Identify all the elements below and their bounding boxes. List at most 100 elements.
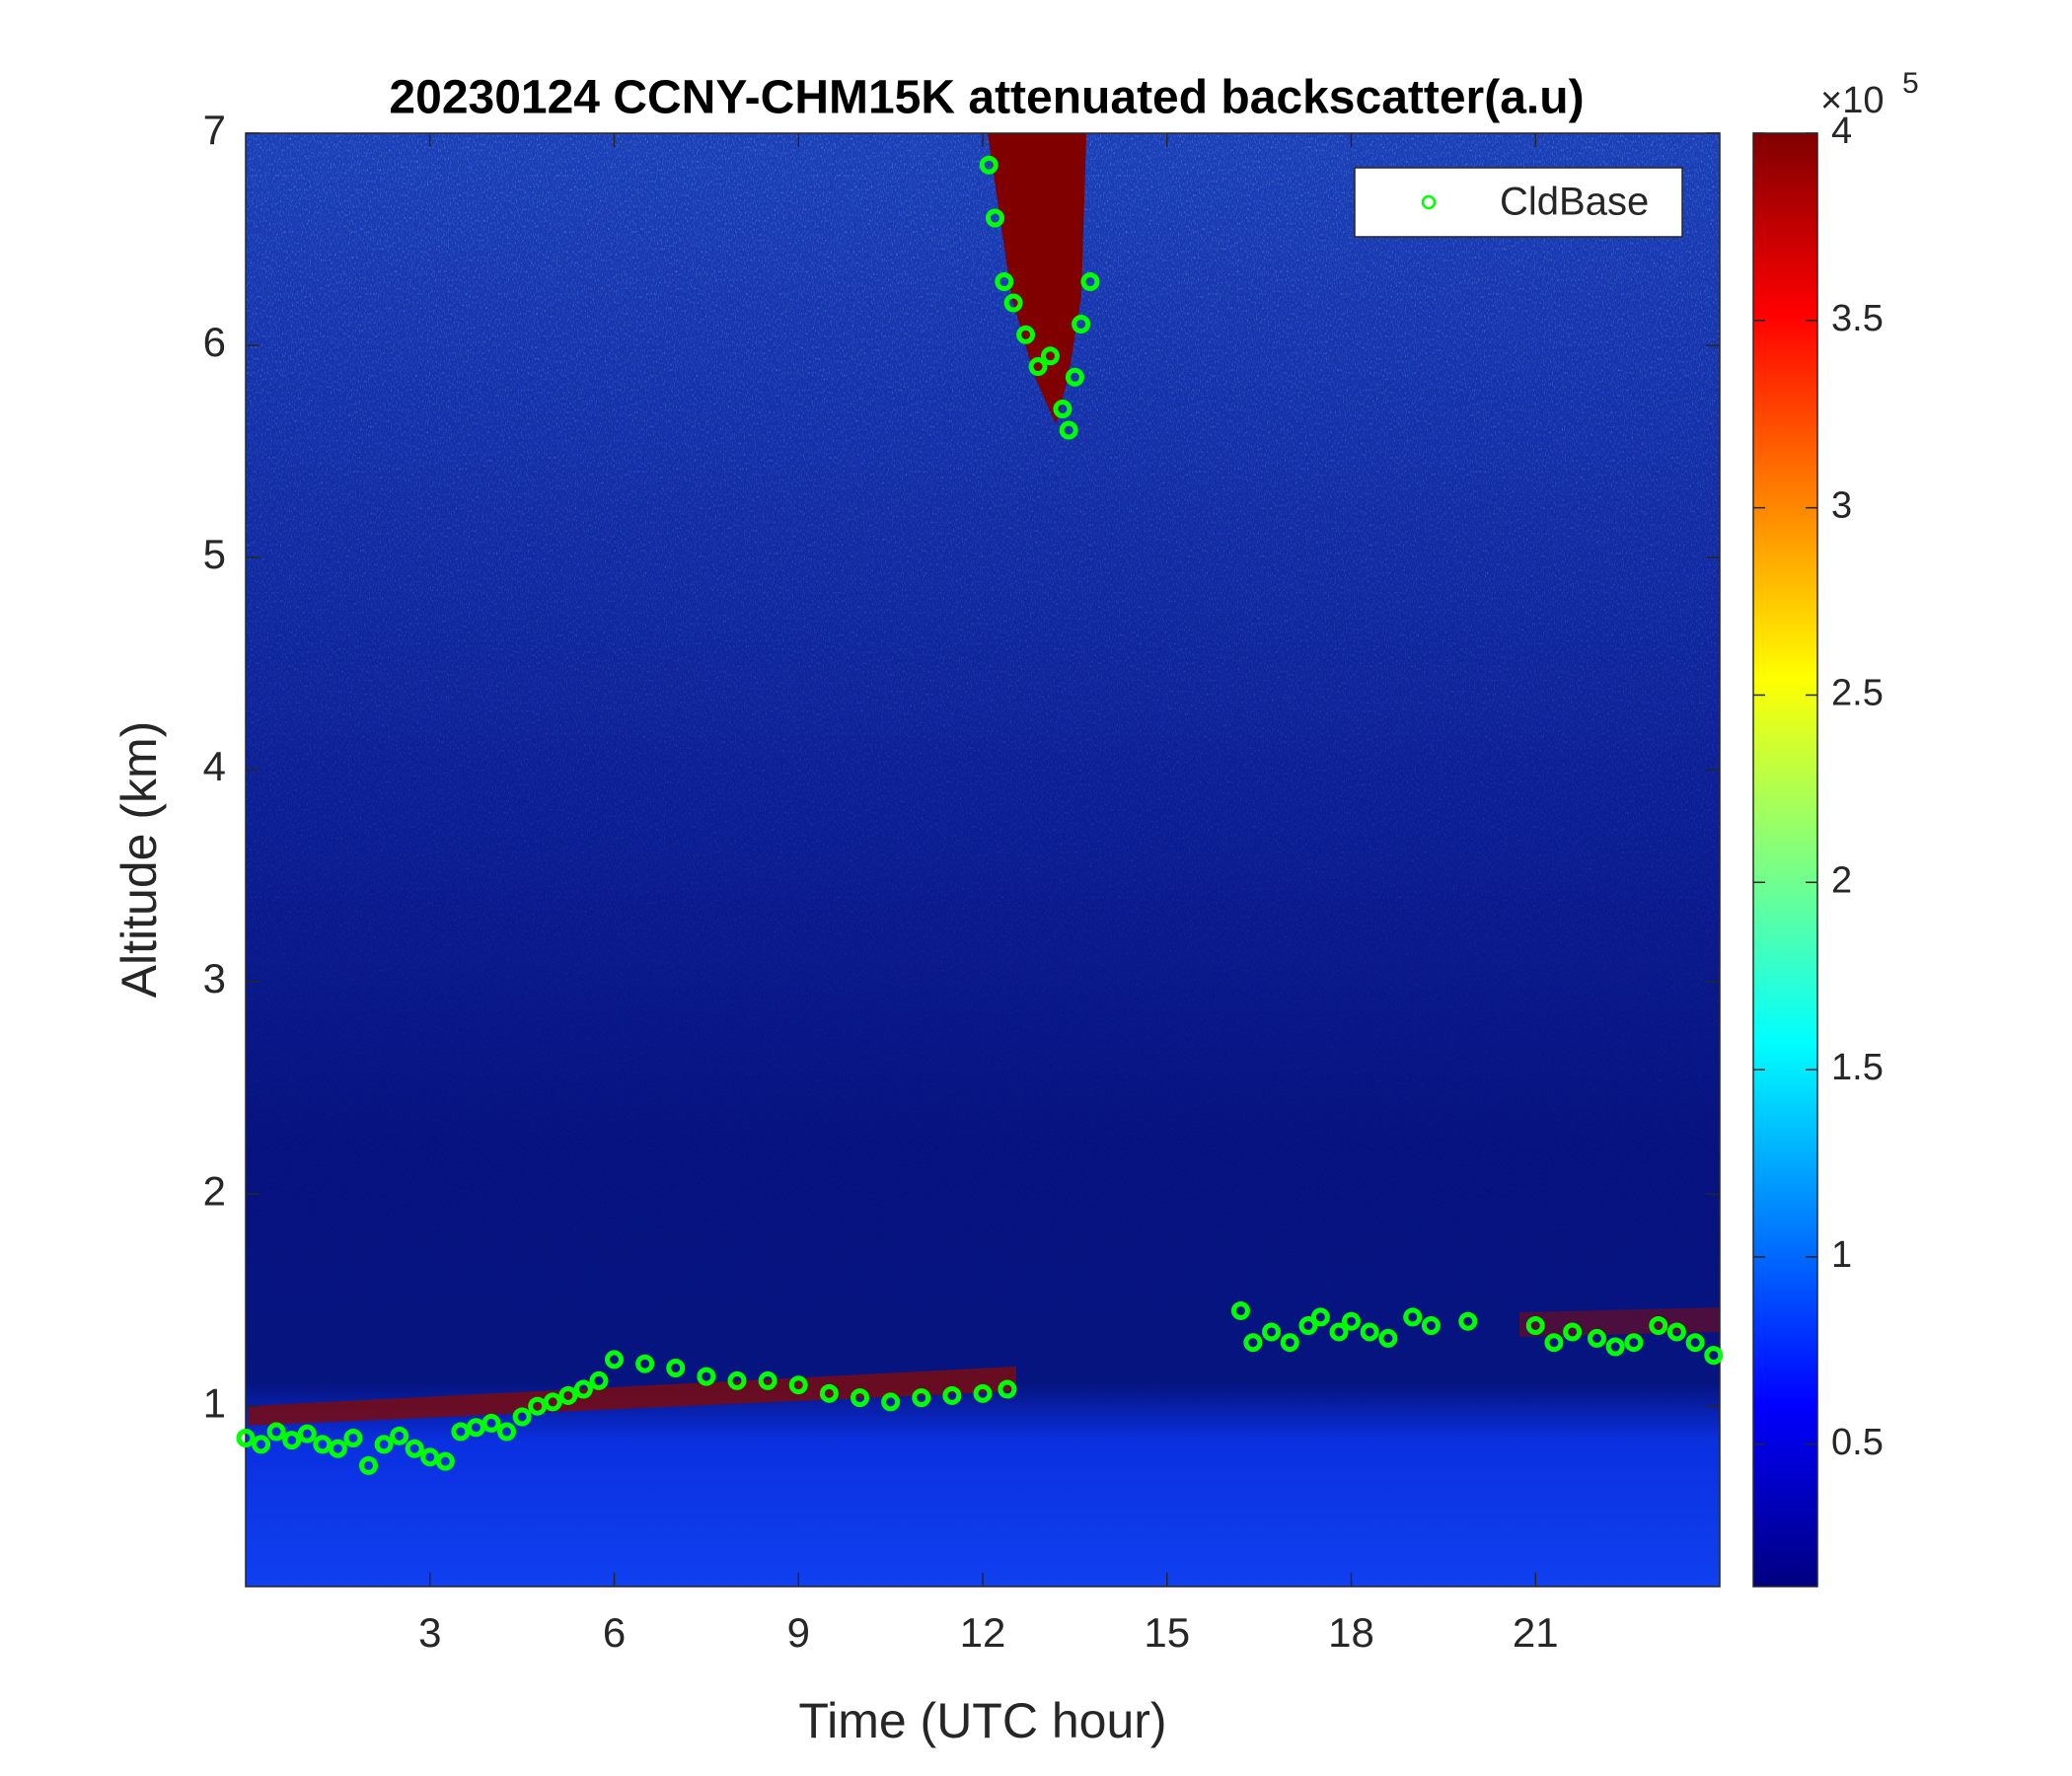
cloud-base-point (313, 1435, 333, 1454)
cloud-base-point (1072, 315, 1091, 334)
low-cloud (1519, 1307, 1720, 1337)
cloud-base-point (1059, 420, 1078, 440)
cloud-base-point (1605, 1337, 1625, 1357)
y-tick-label: 2 (203, 1167, 226, 1214)
plot-area (246, 133, 1720, 1587)
legend-label: CldBase (1500, 181, 1649, 224)
cloud-base-point (343, 1428, 363, 1447)
cloud-base-point (1298, 1316, 1318, 1336)
x-tick-label: 9 (787, 1609, 810, 1656)
cloud-base-point (942, 1385, 962, 1405)
cloud-base-point (435, 1451, 455, 1471)
y-tick-label: 1 (203, 1379, 226, 1426)
cloud-base-point (985, 208, 1004, 228)
cloud-base-point (1360, 1322, 1379, 1342)
cloud-base-point (1342, 1311, 1361, 1331)
x-axis-label: Time (UTC hour) (798, 1693, 1166, 1748)
cloud-base-point (1040, 346, 1060, 366)
legend-box (1354, 167, 1683, 238)
cloud-base-point (1649, 1316, 1668, 1336)
colorbar-exponent: 5 (1902, 67, 1919, 100)
cloud-base-point (1588, 1328, 1606, 1348)
cloud-base-point (236, 1428, 256, 1447)
low-cloud (249, 1367, 1016, 1426)
cloud-base-point (1378, 1328, 1398, 1348)
cloud-base-point (819, 1383, 839, 1403)
cloud-base-point (390, 1426, 409, 1445)
cloud-base-point (282, 1431, 302, 1450)
colorbar-tick-label: 2.5 (1831, 672, 1884, 713)
high-cloud (988, 133, 1086, 424)
cloud-base-point (1329, 1322, 1349, 1342)
colorbar-tick-label: 3.5 (1831, 298, 1884, 339)
cloud-base-point (359, 1455, 378, 1475)
y-tick-label: 5 (203, 531, 226, 577)
cloud-base-point (1003, 293, 1023, 313)
cloud-base-point (605, 1350, 624, 1369)
cloud-base-point (881, 1392, 901, 1412)
cloud-base-point (1624, 1333, 1644, 1353)
cloud-base-point (497, 1422, 517, 1442)
cloud-base-point (1525, 1316, 1545, 1336)
y-tick-label: 6 (203, 319, 226, 365)
x-tick-label: 21 (1513, 1609, 1559, 1656)
cloud-base-point (1080, 272, 1100, 292)
cloud-base-point (635, 1354, 655, 1373)
cloud-base-point (979, 155, 999, 175)
cloud-base-point (328, 1439, 347, 1458)
chart-title: 20230124 CCNY-CHM15K attenuated backscat… (389, 72, 1584, 124)
cloud-base-point (466, 1418, 485, 1438)
cloud-base-point (1230, 1300, 1250, 1320)
cloud-base-point (788, 1375, 808, 1395)
y-tick-label: 4 (203, 743, 226, 789)
cloud-base-point (1262, 1322, 1282, 1342)
cloud-base-point (1704, 1346, 1724, 1366)
cloud-base-point (543, 1392, 562, 1412)
cloud-base-point (528, 1396, 548, 1416)
cloud-base-point (1016, 325, 1036, 344)
cloud-base-point (1310, 1307, 1330, 1327)
x-tick-label: 12 (960, 1609, 1006, 1656)
cloud-base-point (512, 1407, 532, 1427)
cloud-base-point (697, 1367, 716, 1386)
cloud-base-point (374, 1435, 394, 1454)
cloud-base-point (1544, 1333, 1564, 1353)
cloud-base-point (1053, 400, 1073, 419)
cloud-base-point (666, 1359, 686, 1378)
cloud-base-point (1685, 1333, 1705, 1353)
y-tick-label: 7 (203, 107, 226, 153)
cloud-base-point (995, 272, 1014, 292)
cloud-base-point (573, 1379, 593, 1399)
x-tick-label: 18 (1328, 1609, 1374, 1656)
colorbar (1752, 132, 1818, 1588)
cloud-base-point (451, 1422, 471, 1442)
cloud-base-point (589, 1370, 609, 1390)
cloud-base-point (420, 1447, 440, 1467)
cloud-base-point (1403, 1307, 1423, 1327)
y-axis-label: Altitude (km) (111, 721, 167, 999)
cloud-base-point (912, 1388, 931, 1408)
cloud-base-point (266, 1422, 286, 1442)
cloud-base-point (481, 1413, 501, 1433)
cloud-base-point (558, 1385, 578, 1405)
cloud-base-point (727, 1370, 747, 1390)
x-tick-label: 3 (418, 1609, 441, 1656)
cloud-base-point (405, 1439, 424, 1458)
cloud-base-point (851, 1388, 869, 1408)
cloud-base-point (1666, 1322, 1686, 1342)
cloud-base-point (297, 1424, 317, 1443)
colorbar-tick-label: 4 (1831, 111, 1852, 152)
colorbar-tick-label: 0.5 (1831, 1422, 1884, 1463)
backscatter-noise (246, 133, 1720, 1587)
colorbar-tick-label: 1.5 (1831, 1047, 1884, 1088)
cloud-base-point (1028, 357, 1048, 377)
cloud-base-point (252, 1435, 271, 1454)
cloud-base-point (1280, 1333, 1299, 1353)
colorbar-tick-label: 1 (1831, 1234, 1852, 1276)
colorbar-tick-label: 3 (1831, 485, 1852, 527)
legend-marker (1421, 194, 1437, 210)
y-tick-label: 3 (203, 955, 226, 1001)
cloud-base-point (758, 1370, 777, 1390)
cloud-base-point (973, 1383, 993, 1403)
